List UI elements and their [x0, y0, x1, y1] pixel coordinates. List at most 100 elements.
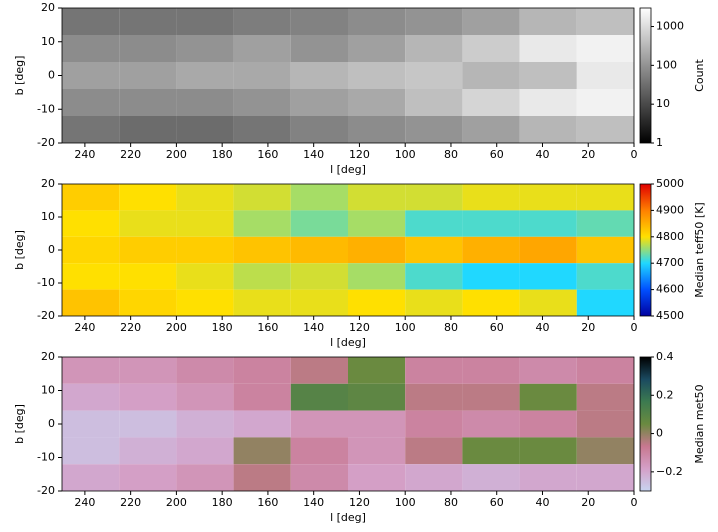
y-tick-label: -20	[37, 484, 55, 497]
heatmap-cell	[62, 410, 120, 438]
heatmap-cell	[405, 263, 463, 290]
heatmap-cell	[576, 263, 634, 290]
heatmap-cell	[176, 89, 234, 116]
x-tick-label: 100	[395, 148, 416, 161]
heatmap-cell	[176, 236, 234, 264]
x-tick-label: 20	[581, 148, 595, 161]
heatmap-cell	[462, 263, 520, 290]
x-tick-label: 160	[257, 496, 278, 509]
heatmap-cell	[62, 8, 120, 35]
colorbar-tick-label: 1000	[656, 20, 684, 33]
heatmap-cell	[519, 437, 577, 465]
heatmap-cell	[233, 35, 291, 62]
x-tick-label: 180	[212, 496, 233, 509]
heatmap-cell	[62, 357, 120, 384]
heatmap-cell	[576, 35, 634, 62]
colorbar	[639, 183, 652, 317]
heatmap-cell	[233, 437, 291, 465]
colorbar-tick-label: 4900	[656, 203, 684, 216]
heatmap-cell	[62, 289, 120, 316]
heatmap-cell	[348, 35, 406, 62]
y-tick-label: -10	[37, 102, 55, 115]
heatmap-cell	[462, 8, 520, 35]
x-tick-label: 220	[120, 148, 141, 161]
heatmap-cell	[233, 263, 291, 290]
heatmap-cell	[576, 357, 634, 384]
y-tick-label: -20	[37, 309, 55, 322]
heatmap-cell	[576, 437, 634, 465]
heatmap-cell	[176, 289, 234, 316]
heatmap-cell	[119, 8, 177, 35]
heatmap-cell	[290, 35, 348, 62]
heatmap-cell	[233, 289, 291, 316]
x-tick-label: 240	[74, 496, 95, 509]
heatmap-cell	[233, 184, 291, 211]
heatmap-cell	[176, 357, 234, 384]
heatmap-cell	[576, 210, 634, 237]
heatmap-cell	[119, 464, 177, 491]
x-tick-label: 80	[444, 321, 458, 334]
colorbar-tick-label: 4600	[656, 283, 684, 296]
x-tick-label: 120	[349, 496, 370, 509]
heatmap-cell	[62, 116, 120, 143]
heatmap-cell	[290, 210, 348, 237]
x-tick-label: 120	[349, 148, 370, 161]
x-tick-label: 80	[444, 496, 458, 509]
colorbar-tick-label: 4500	[656, 309, 684, 322]
heatmap-cell	[62, 464, 120, 491]
heatmap-cell	[462, 383, 520, 411]
y-tick-label: -10	[37, 276, 55, 289]
heatmap-cell	[290, 8, 348, 35]
colorbar-tick-label: 4800	[656, 230, 684, 243]
heatmap-cell	[176, 8, 234, 35]
heatmap-cell	[576, 410, 634, 438]
heatmap-cell	[405, 89, 463, 116]
heatmap-cell	[119, 62, 177, 89]
heatmap-cell	[576, 62, 634, 89]
colorbar-tick-label: −0.2	[656, 465, 683, 478]
heatmap-cell	[348, 62, 406, 89]
y-tick-label: 0	[48, 417, 55, 430]
y-tick-label: 20	[41, 1, 55, 14]
heatmap-cell	[576, 89, 634, 116]
heatmap-cell	[462, 184, 520, 211]
x-tick-label: 60	[490, 148, 504, 161]
heatmap-cell	[176, 464, 234, 491]
y-tick-label: 20	[41, 350, 55, 363]
heatmap-cell	[119, 184, 177, 211]
x-tick-label: 40	[535, 496, 549, 509]
heatmap-cell	[576, 464, 634, 491]
y-axis-label: b [deg]	[13, 404, 26, 444]
heatmap-cell	[62, 184, 120, 211]
heatmap-cell	[405, 236, 463, 264]
heatmap-cell	[176, 410, 234, 438]
heatmap-cell	[348, 8, 406, 35]
heatmap-cell	[519, 410, 577, 438]
heatmap-cell	[176, 116, 234, 143]
x-axis-label: l [deg]	[330, 336, 366, 349]
heatmap-cell	[233, 236, 291, 264]
x-tick-label: 60	[490, 496, 504, 509]
heatmap-cell	[462, 210, 520, 237]
x-axis-label: l [deg]	[330, 163, 366, 176]
heatmap-cell	[119, 263, 177, 290]
heatmap-cell	[348, 357, 406, 384]
y-tick-label: 10	[41, 384, 55, 397]
heatmap-cell	[348, 437, 406, 465]
heatmap-cell	[405, 383, 463, 411]
heatmap-cell	[462, 35, 520, 62]
y-tick-label: 10	[41, 35, 55, 48]
x-tick-label: 180	[212, 148, 233, 161]
heatmap-cell	[462, 464, 520, 491]
heatmap-cell	[233, 383, 291, 411]
heatmap-cell	[348, 383, 406, 411]
heatmap-cell	[119, 383, 177, 411]
heatmap-cell	[462, 62, 520, 89]
x-tick-label: 40	[535, 148, 549, 161]
x-tick-label: 0	[631, 496, 638, 509]
heatmap-cell	[576, 184, 634, 211]
heatmap-cell	[176, 383, 234, 411]
colorbar	[639, 356, 652, 492]
heatmap-cell	[290, 464, 348, 491]
heatmap-cell	[62, 210, 120, 237]
